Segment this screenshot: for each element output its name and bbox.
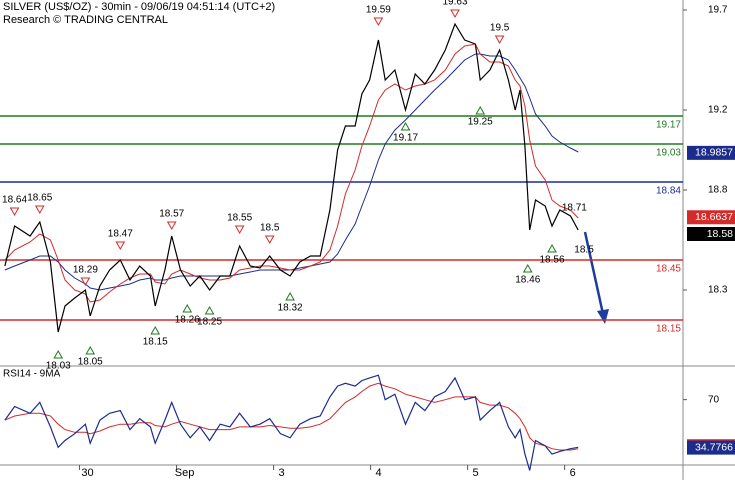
peak-label: 19.63 — [442, 0, 467, 8]
peak-marker — [234, 225, 245, 235]
series-line — [4, 382, 579, 451]
series-line — [4, 374, 579, 471]
trough-label: 18.03 — [46, 361, 71, 372]
x-tick-label: 4 — [376, 467, 382, 479]
price-tag-label: 18.9857 — [695, 147, 733, 159]
chart-subtitle: Research © TRADING CENTRAL — [3, 14, 168, 26]
trough-label: 19.17 — [393, 133, 418, 144]
trough-marker — [53, 349, 64, 359]
price-label: 18.5 — [574, 245, 594, 256]
x-tick-label: Sep — [175, 467, 195, 479]
peak-label: 19.59 — [366, 5, 391, 16]
trough-marker — [85, 345, 96, 355]
peak-marker — [166, 221, 177, 231]
trough-marker — [182, 303, 193, 313]
level-label: 18.84 — [656, 186, 681, 197]
series-line — [4, 22, 579, 333]
level-label: 19.03 — [656, 148, 681, 159]
trough-label: 19.25 — [468, 117, 493, 128]
trough-marker — [285, 291, 295, 301]
level-label: 18.45 — [656, 264, 681, 275]
x-tick-label: 5 — [473, 467, 479, 479]
price-label: 18.71 — [562, 203, 587, 214]
price-tag-label: 18.58 — [707, 228, 733, 240]
peak-marker — [373, 17, 384, 27]
trough-label: 18.26 — [175, 315, 200, 326]
price-tag — [687, 145, 735, 160]
trough-label: 18.15 — [143, 337, 168, 348]
price-tag — [687, 210, 735, 225]
peak-marker — [264, 235, 275, 245]
level-label: 19.17 — [656, 120, 681, 131]
trough-label: 18.32 — [278, 303, 303, 314]
y-tick-label: 19.7 — [708, 5, 728, 16]
chart-title: SILVER (US$/OZ) - 30min - 09/06/19 04:51… — [3, 1, 275, 13]
y-tick-label: 18.8 — [708, 185, 728, 196]
y-tick-label: 19.2 — [708, 105, 728, 116]
trough-label: 18.56 — [540, 255, 565, 266]
x-tick-label: 6 — [570, 467, 576, 479]
indicator-title: RSI14 - 9MA — [3, 369, 61, 380]
peak-label: 19.5 — [490, 23, 510, 34]
price-tag — [687, 440, 735, 455]
trough-marker — [204, 305, 215, 315]
trough-marker — [400, 121, 411, 131]
price-tag-label: 34.7766 — [695, 441, 733, 453]
trough-label: 18.46 — [515, 275, 540, 286]
peak-marker — [450, 9, 460, 19]
y-tick-label: 18.3 — [708, 285, 728, 296]
peak-label: 18.29 — [73, 265, 98, 276]
y-tick-label: 70 — [708, 394, 720, 405]
peak-label: 18.55 — [227, 213, 252, 224]
peak-label: 18.5 — [260, 223, 280, 234]
x-tick-label: 3 — [279, 467, 285, 479]
trough-marker — [522, 263, 533, 273]
peak-label: 18.57 — [159, 209, 184, 220]
peak-label: 18.64 — [2, 195, 27, 206]
level-label: 18.15 — [656, 324, 681, 335]
price-tag-label: 18.6637 — [695, 211, 733, 223]
peak-marker — [80, 277, 91, 287]
peak-marker — [9, 207, 20, 217]
trough-marker — [150, 325, 161, 335]
trough-label: 18.05 — [78, 357, 103, 368]
peak-marker — [115, 241, 126, 251]
peak-marker — [34, 205, 45, 215]
trough-label: 18.25 — [197, 317, 222, 328]
projection-arrow — [583, 231, 605, 315]
peak-label: 18.47 — [108, 229, 133, 240]
trough-marker — [475, 105, 486, 115]
x-tick-label: 30 — [81, 467, 93, 479]
peak-marker — [494, 35, 505, 45]
series-line — [4, 43, 579, 303]
price-tag — [687, 227, 735, 241]
trough-marker — [547, 243, 557, 253]
peak-label: 18.65 — [27, 193, 52, 204]
